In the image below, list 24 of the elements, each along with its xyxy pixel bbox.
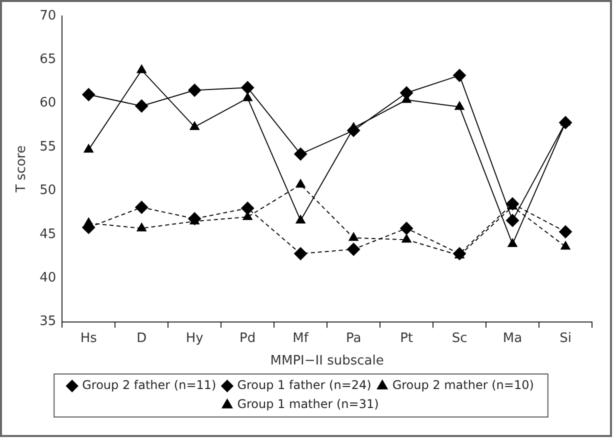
x-tick-label: Pd — [240, 330, 256, 346]
legend-label: Group 1 father (n=24) — [237, 378, 372, 392]
x-tick-label: Ma — [502, 330, 522, 346]
x-tick-label: Pt — [400, 330, 414, 346]
x-tick-label: Pa — [346, 330, 362, 346]
y-tick-label: 65 — [40, 52, 56, 68]
y-tick-label: 35 — [40, 314, 56, 330]
legend-label: Group 2 mather (n=10) — [392, 378, 534, 392]
y-tick-label: 45 — [40, 226, 56, 242]
legend-label: Group 1 mather (n=31) — [237, 397, 379, 412]
y-tick-label: 50 — [40, 183, 56, 198]
x-tick-label: Hs — [80, 330, 98, 346]
x-tick-label: Sc — [452, 330, 468, 346]
y-tick-label: 60 — [40, 96, 56, 111]
x-axis-title: MMPI−II subscale — [270, 354, 384, 369]
x-tick-label: Si — [560, 330, 572, 346]
y-tick-label: 55 — [40, 139, 56, 154]
legend-label: Group 2 father (n=11) — [82, 378, 216, 392]
y-tick-label: 40 — [40, 270, 56, 286]
x-tick-label: D — [136, 330, 147, 346]
x-tick-label: Mf — [292, 330, 309, 346]
y-axis-title: T score — [14, 145, 30, 194]
x-tick-label: Hy — [186, 330, 204, 346]
y-tick-label: 70 — [40, 8, 56, 24]
